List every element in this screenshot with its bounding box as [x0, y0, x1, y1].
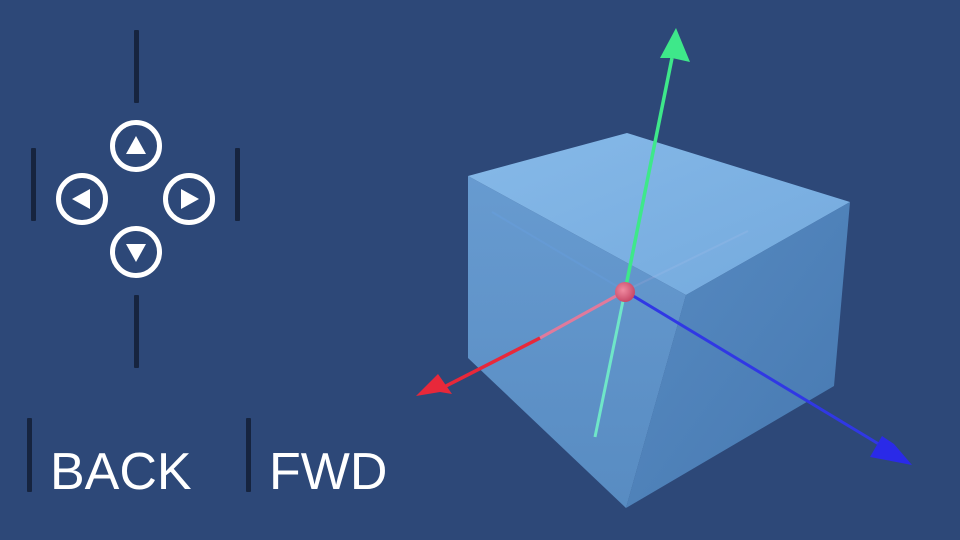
- axis-y-line: [623, 57, 674, 292]
- cube-top-face: [468, 133, 850, 295]
- fwd-separator: [246, 418, 251, 492]
- dpad-separator-bottom: [134, 295, 139, 368]
- right-arrow-icon: [181, 189, 199, 209]
- up-arrow-icon: [126, 136, 146, 154]
- axis-y-arrowhead: [660, 28, 690, 62]
- axis-x-arrowhead: [416, 374, 452, 396]
- cube-right-face: [626, 202, 850, 508]
- dpad-right-button[interactable]: [163, 173, 215, 225]
- cube-left-face: [468, 176, 686, 508]
- back-separator: [27, 418, 32, 492]
- dpad-separator-left: [31, 148, 36, 221]
- dpad-separator-top: [134, 30, 139, 103]
- dpad-separator-right: [235, 148, 240, 221]
- dpad-down-button[interactable]: [110, 226, 162, 278]
- left-arrow-icon: [72, 189, 90, 209]
- axis-x-line: [443, 336, 541, 389]
- axis-y-lower: [593, 290, 627, 438]
- down-arrow-icon: [126, 244, 146, 262]
- fwd-button[interactable]: FWD: [269, 443, 388, 501]
- back-button[interactable]: BACK: [50, 443, 192, 501]
- origin-marker: [615, 282, 635, 302]
- dpad-left-button[interactable]: [56, 173, 108, 225]
- axis-z-line: [624, 289, 883, 448]
- dpad-up-button[interactable]: [110, 120, 162, 172]
- axis-z-arrowhead: [870, 436, 912, 465]
- axis-x-line-inner: [539, 289, 626, 340]
